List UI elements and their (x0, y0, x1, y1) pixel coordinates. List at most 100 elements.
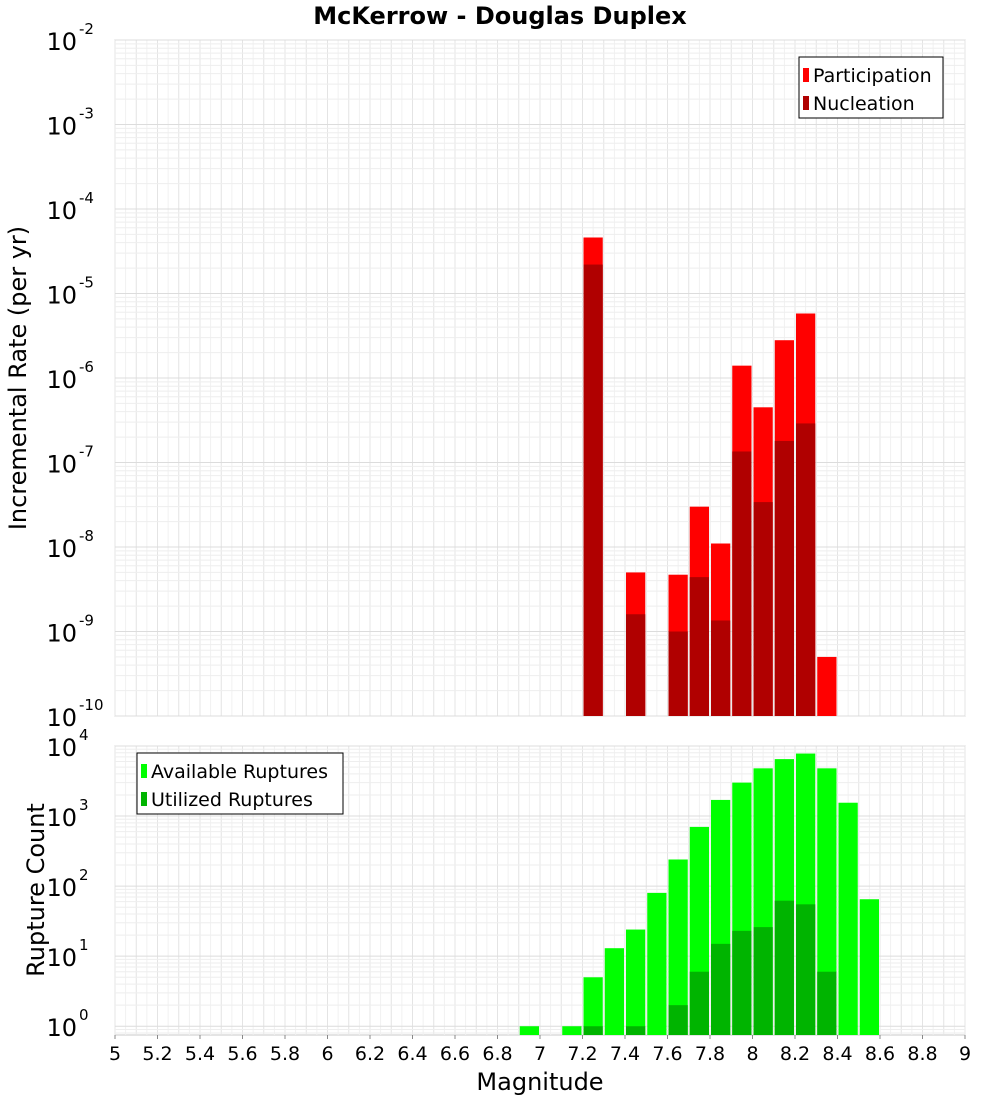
x-tick-label: 7.6 (652, 1043, 682, 1065)
y-tick-exponent: -5 (79, 274, 94, 292)
x-tick-label: 8.4 (822, 1043, 852, 1065)
y-tick-exponent: 0 (79, 1006, 89, 1024)
bar-chart1-series1-m7.85 (711, 943, 731, 1035)
legend-swatch (803, 68, 809, 82)
x-tick-label: 8.2 (780, 1043, 810, 1065)
bar-chart1-series0-m8.35 (817, 768, 837, 1035)
bar-chart1-series1-m7.45 (626, 1026, 646, 1035)
legend-swatch (141, 764, 147, 778)
legend-box (136, 752, 344, 815)
x-tick-label: 5 (109, 1043, 121, 1065)
y-tick-label: 10 (46, 734, 77, 762)
legend-label: Utilized Ruptures (151, 789, 313, 811)
x-tick-label: 8 (746, 1043, 758, 1065)
bottom-legend: Available Ruptures Utilized Ruptures (136, 752, 344, 815)
x-tick-label: 5.4 (185, 1043, 215, 1065)
bar-chart0-series0-m8.35 (817, 656, 837, 716)
y-tick-exponent: -7 (79, 443, 94, 461)
top-y-axis-label: Incremental Rate (per yr) (4, 226, 32, 530)
legend-label: Available Ruptures (151, 761, 328, 783)
bar-chart1-series0-m7.55 (647, 892, 667, 1035)
y-tick-label: 10 (46, 1014, 77, 1042)
y-tick-exponent: 1 (79, 936, 89, 954)
legend-label: Nucleation (813, 93, 915, 115)
y-tick-exponent: -6 (79, 358, 94, 376)
bar-chart1-series1-m8.05 (753, 927, 773, 1035)
y-tick-label: 10 (46, 620, 77, 648)
legend-swatch (141, 792, 147, 806)
y-tick-label: 10 (46, 113, 77, 141)
bar-chart1-series1-m8.15 (774, 900, 794, 1035)
x-tick-label: 9 (959, 1043, 971, 1065)
bar-chart1-series1-m8.35 (817, 971, 837, 1035)
bar-chart1-series0-m7.15 (562, 1026, 582, 1035)
top-legend: Participation Nucleation (798, 56, 944, 119)
bar-chart1-series0-m7.35 (604, 948, 624, 1035)
x-tick-label: 6.4 (397, 1043, 427, 1065)
x-tick-label: 8.6 (865, 1043, 895, 1065)
x-tick-label: 7.8 (695, 1043, 725, 1065)
x-tick-label: 6.2 (355, 1043, 385, 1065)
y-tick-exponent: -9 (79, 612, 94, 630)
x-tick-label: 5.6 (227, 1043, 257, 1065)
bar-chart1-series1-m7.65 (668, 1005, 688, 1035)
top-grid (114, 39, 966, 717)
bar-chart1-series0-m7.45 (626, 929, 646, 1035)
bar-chart1-series0-m6.95 (519, 1026, 539, 1035)
bar-chart1-series0-m7.25 (583, 977, 603, 1035)
bar-chart0-series1-m7.75 (689, 577, 709, 716)
bar-chart0-series1-m8.15 (774, 440, 794, 716)
y-tick-label: 10 (46, 282, 77, 310)
y-tick-label: 10 (46, 197, 77, 225)
x-tick-label: 7.2 (567, 1043, 597, 1065)
y-tick-exponent: -8 (79, 527, 94, 545)
bar-chart1-series0-m8.45 (838, 802, 858, 1035)
y-tick-label: 10 (46, 804, 77, 832)
x-tick-label: 6.6 (440, 1043, 470, 1065)
top-bars (583, 237, 837, 717)
bar-chart0-series1-m7.25 (583, 264, 603, 716)
y-tick-exponent: 4 (79, 726, 89, 744)
bar-chart1-series1-m7.75 (689, 971, 709, 1035)
y-tick-label: 10 (46, 28, 77, 56)
x-tick-label: 5.2 (142, 1043, 172, 1065)
x-axis-ticks: 5 5.2 5.4 5.6 5.8 6 6.2 6.4 6.6 6.8 7 7.2 7.4 7.6 7.8 8… (109, 1035, 971, 1065)
y-tick-label: 10 (46, 535, 77, 563)
bar-chart0-series1-m8.05 (753, 502, 773, 716)
y-tick-label: 10 (46, 874, 77, 902)
y-tick-label: 10 (46, 451, 77, 479)
y-tick-label: 10 (46, 944, 77, 972)
x-tick-label: 5.8 (270, 1043, 300, 1065)
y-tick-exponent: -4 (79, 189, 94, 207)
bar-chart0-series1-m8.25 (796, 423, 816, 716)
legend-label: Participation (813, 65, 932, 87)
bar-chart0-series1-m7.95 (732, 451, 752, 716)
y-tick-exponent: -10 (79, 696, 104, 714)
y-tick-exponent: -2 (79, 20, 94, 38)
bar-chart0-series1-m7.45 (626, 614, 646, 716)
y-tick-exponent: 3 (79, 796, 89, 814)
chart-title: McKerrow - Douglas Duplex (313, 2, 687, 30)
y-tick-exponent: -3 (79, 105, 94, 123)
y-tick-label: 10 (46, 704, 77, 732)
x-tick-label: 6.8 (482, 1043, 512, 1065)
bottom-y-axis-label: Rupture Count (22, 803, 50, 977)
x-tick-label: 6 (321, 1043, 333, 1065)
bar-chart1-series0-m7.65 (668, 859, 688, 1035)
x-axis-label: Magnitude (476, 1068, 603, 1096)
y-tick-label: 10 (46, 366, 77, 394)
bar-chart1-series0-m8.55 (859, 899, 879, 1035)
x-tick-label: 8.8 (907, 1043, 937, 1065)
legend-box (798, 56, 944, 119)
bottom-bars (519, 753, 879, 1035)
bar-chart1-series1-m7.25 (583, 1026, 603, 1035)
x-tick-label: 7.4 (610, 1043, 640, 1065)
bar-chart0-series1-m7.65 (668, 631, 688, 716)
x-tick-label: 7 (534, 1043, 546, 1065)
bar-chart0-series1-m7.85 (711, 620, 731, 716)
y-tick-exponent: 2 (79, 866, 89, 884)
bar-chart1-series1-m8.25 (796, 904, 816, 1035)
